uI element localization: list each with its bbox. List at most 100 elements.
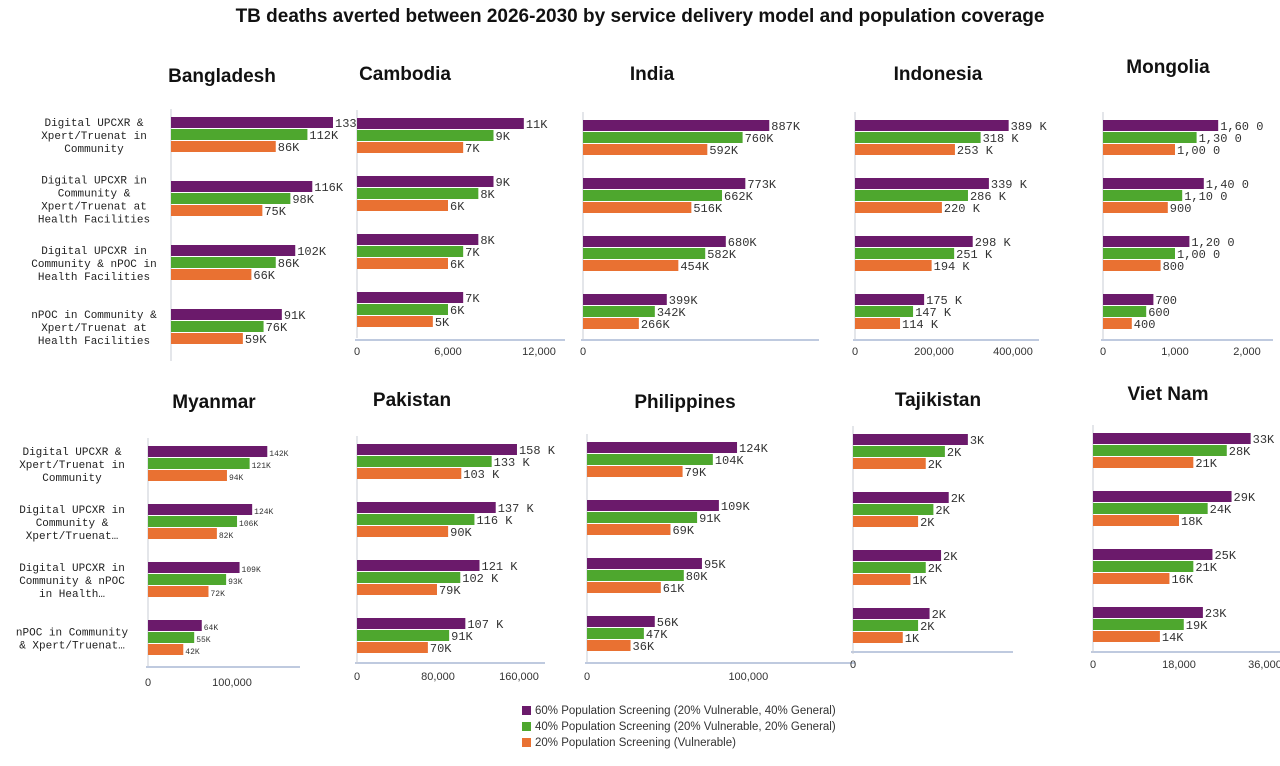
indonesia-bar-2-series-1	[855, 178, 989, 189]
myanmar-value-label-1-series-3: 94K	[229, 474, 244, 483]
cambodia-value-label-1-series-2: 9K	[496, 130, 511, 144]
mongolia-panel-title: Mongolia	[1126, 57, 1210, 78]
pakistan-x-tick-label-3: 160,000	[499, 671, 539, 683]
myanmar-bar-2-series-1	[148, 504, 253, 515]
cambodia-value-label-2-series-3: 6K	[450, 200, 465, 214]
myanmar-category-label-3: Digital UPCXR in Community & nPOC in Healt…	[19, 563, 125, 601]
bangladesh-category-label-2: Digital UPCXR in Community & Xpert/Truenat…	[38, 176, 150, 227]
myanmar-bar-4-series-1	[148, 620, 202, 631]
myanmar-value-label-3-series-1: 109K	[242, 566, 261, 575]
bangladesh-category-label-4-line-1: nPOC in Community &	[31, 310, 157, 322]
myanmar-x-tick-label-2: 100,000	[212, 677, 252, 689]
india-bar-1-series-1	[583, 120, 770, 131]
pakistan-value-label-4-series-2: 91K	[451, 630, 473, 644]
cambodia-bar-4-series-1	[357, 292, 464, 303]
legend-swatch-20	[522, 738, 531, 747]
india-bar-3-series-2	[583, 248, 706, 259]
india-value-label-4-series-1: 399K	[669, 294, 699, 308]
myanmar-category-label-2: Digital UPCXR in Community & Xpert/Truenat…	[19, 505, 125, 543]
india-bar-1-series-2	[583, 132, 743, 143]
mongolia-value-label-2-series-2: 1,10 0	[1184, 190, 1227, 204]
viet-nam-value-label-3-series-3: 16K	[1171, 573, 1193, 587]
myanmar-category-label-3-line-2: Community & nPOC	[19, 576, 125, 588]
bangladesh-category-label-2-line-3: Xpert/Truenat at	[41, 202, 147, 214]
mongolia-bar-2-series-2	[1103, 190, 1183, 201]
indonesia-bar-1-series-1	[855, 120, 1009, 131]
bangladesh-category-label-3-line-2: Community & nPOC in	[31, 259, 156, 271]
philippines-x-tick-label-1: 0	[584, 671, 590, 683]
myanmar-bar-2-series-2	[148, 516, 238, 527]
bangladesh-category-label-3-line-3: Health Facilities	[38, 272, 150, 284]
myanmar-value-label-3-series-3: 72K	[210, 590, 225, 599]
indonesia-value-label-4-series-1: 175 K	[926, 294, 963, 308]
figure-title: TB deaths averted between 2026-2030 by s…	[235, 6, 1045, 27]
bangladesh-value-label-1-series-3: 86K	[278, 141, 300, 155]
viet-nam-bar-3-series-3	[1093, 573, 1170, 584]
bangladesh-bar-4-series-1	[171, 309, 282, 320]
cambodia-value-label-4-series-3: 5K	[435, 316, 450, 330]
mongolia-value-label-3-series-2: 1,00 0	[1177, 248, 1220, 262]
mongolia-bar-4-series-1	[1103, 294, 1154, 305]
cambodia-x-tick-label-3: 12,000	[522, 346, 556, 358]
india-value-label-2-series-1: 773K	[747, 178, 777, 192]
tajikistan-value-label-3-series-3: 1K	[912, 574, 927, 588]
bangladesh-category-label-2-line-4: Health Facilities	[38, 215, 150, 227]
myanmar-value-label-1-series-2: 121K	[252, 462, 271, 471]
bangladesh-category-label-1-line-2: Xpert/Truenat in	[41, 131, 147, 143]
viet-nam-value-label-3-series-2: 21K	[1195, 561, 1217, 575]
indonesia-bar-2-series-2	[855, 190, 968, 201]
india-value-label-1-series-1: 887K	[771, 120, 801, 134]
cambodia-value-label-2-series-1: 9K	[496, 176, 511, 190]
philippines-bar-2-series-2	[587, 512, 698, 523]
myanmar-bar-3-series-2	[148, 574, 227, 585]
pakistan-bar-4-series-1	[357, 618, 466, 629]
myanmar-value-label-1-series-1: 142K	[269, 450, 288, 459]
bangladesh-category-label-2-line-1: Digital UPCXR in	[41, 176, 147, 188]
cambodia-panel-title: Cambodia	[359, 64, 451, 85]
pakistan-value-label-2-series-3: 90K	[450, 526, 472, 540]
bangladesh-bar-1-series-1	[171, 117, 333, 128]
pakistan-panel-title: Pakistan	[373, 390, 451, 411]
pakistan-bar-1-series-3	[357, 468, 462, 479]
mongolia-value-label-4-series-3: 400	[1134, 318, 1156, 332]
bangladesh-value-label-4-series-1: 91K	[284, 309, 306, 323]
tajikistan-value-label-1-series-1: 3K	[970, 434, 985, 448]
tajikistan-bar-1-series-1	[853, 434, 968, 445]
bangladesh-category-label-4-line-3: Health Facilities	[38, 336, 150, 348]
legend-item-40: 40% Population Screening (20% Vulnerable…	[522, 719, 836, 735]
india-value-label-2-series-3: 516K	[693, 202, 723, 216]
philippines-bar-1-series-3	[587, 466, 683, 477]
india-value-label-1-series-2: 760K	[745, 132, 775, 146]
philippines-value-label-3-series-2: 80K	[686, 570, 708, 584]
bangladesh-bar-2-series-3	[171, 205, 263, 216]
cambodia-bar-4-series-2	[357, 304, 448, 315]
pakistan-value-label-1-series-2: 133 K	[494, 456, 531, 470]
cambodia-bar-1-series-2	[357, 130, 494, 141]
mongolia-bar-3-series-2	[1103, 248, 1175, 259]
legend-item-20: 20% Population Screening (Vulnerable)	[522, 735, 836, 751]
cambodia-bar-2-series-1	[357, 176, 494, 187]
myanmar-panel-title: Myanmar	[172, 392, 256, 413]
viet-nam-value-label-2-series-2: 24K	[1210, 503, 1232, 517]
indonesia-bar-3-series-1	[855, 236, 973, 247]
pakistan-value-label-2-series-1: 137 K	[498, 502, 535, 516]
cambodia-x-tick-label-1: 0	[354, 346, 360, 358]
philippines-bar-4-series-2	[587, 628, 644, 639]
myanmar-bar-4-series-2	[148, 632, 195, 643]
viet-nam-bar-2-series-1	[1093, 491, 1232, 502]
tajikistan-value-label-4-series-1: 2K	[932, 608, 947, 622]
myanmar-category-label-3-line-1: Digital UPCXR in	[19, 563, 125, 575]
viet-nam-bar-2-series-2	[1093, 503, 1208, 514]
tajikistan-bar-4-series-2	[853, 620, 919, 631]
viet-nam-bar-3-series-2	[1093, 561, 1194, 572]
pakistan-value-label-4-series-1: 107 K	[467, 618, 504, 632]
pakistan-value-label-1-series-1: 158 K	[519, 444, 556, 458]
tajikistan-panel-title: Tajikistan	[895, 390, 981, 411]
mongolia-value-label-1-series-2: 1,30 0	[1199, 132, 1242, 146]
viet-nam-panel-title: Viet Nam	[1128, 384, 1209, 405]
indonesia-value-label-2-series-2: 286 K	[970, 190, 1007, 204]
viet-nam-bar-2-series-3	[1093, 515, 1179, 526]
myanmar-category-label-4-line-2: & Xpert/Truenat…	[19, 641, 125, 653]
myanmar-value-label-4-series-1: 64K	[204, 624, 219, 633]
tajikistan-bar-2-series-2	[853, 504, 934, 515]
